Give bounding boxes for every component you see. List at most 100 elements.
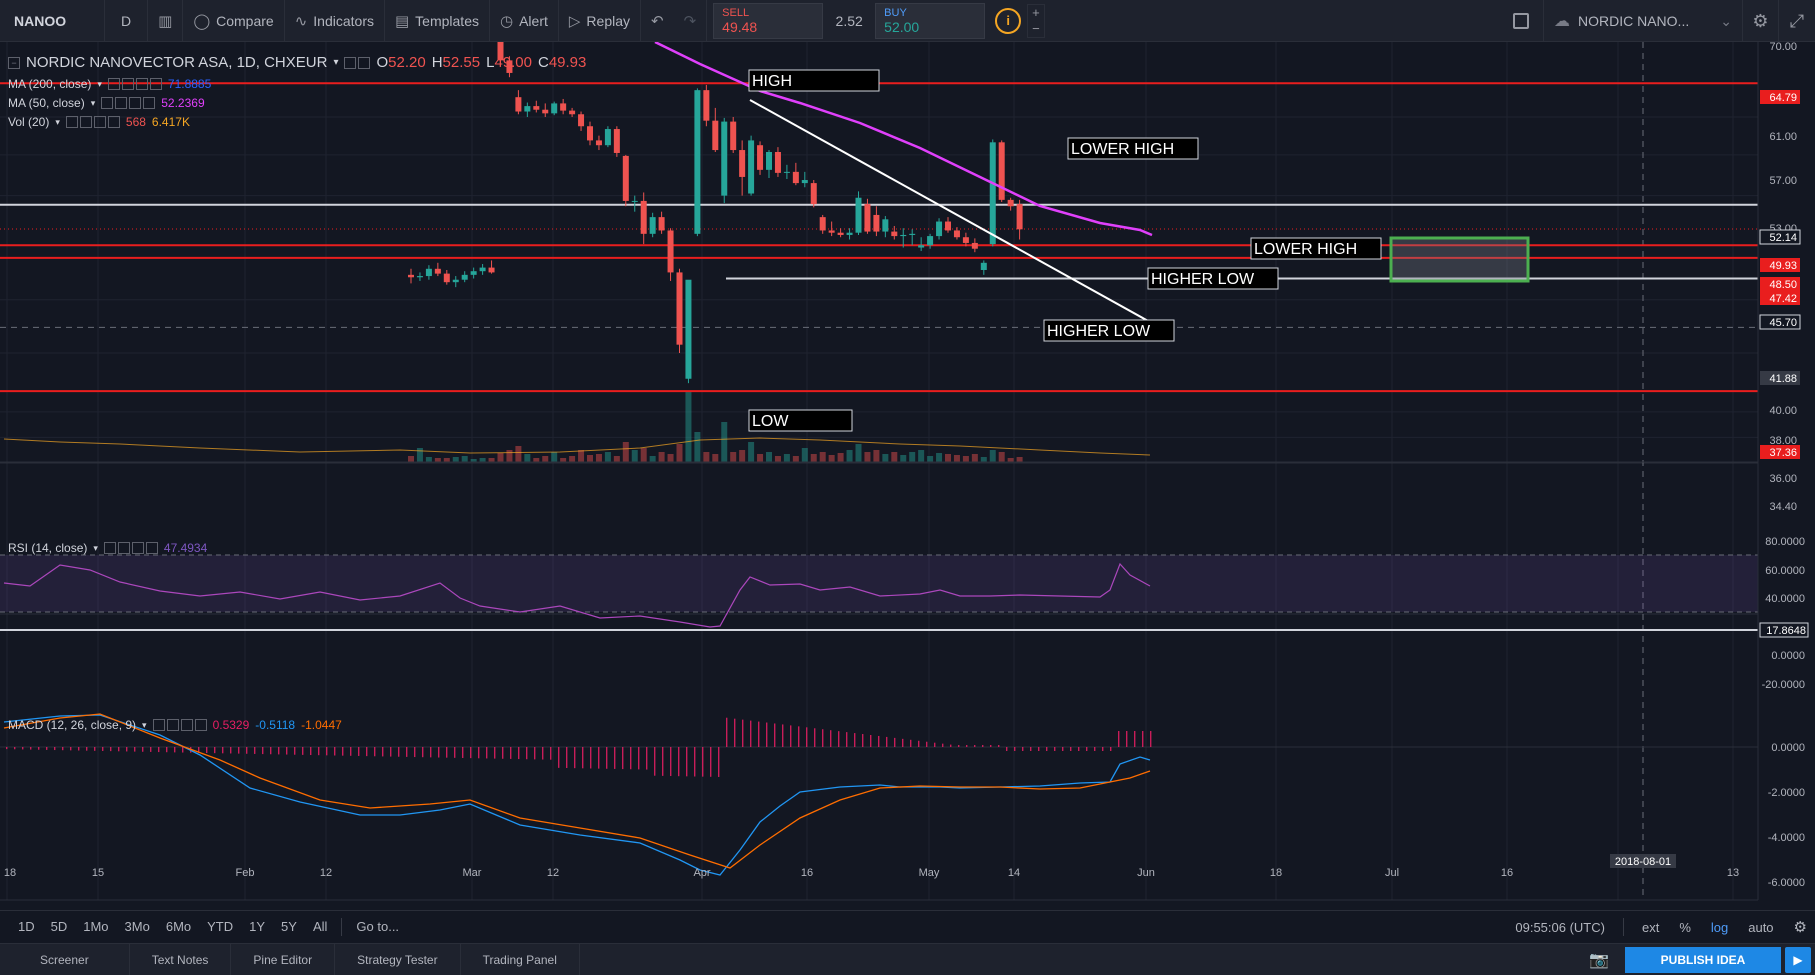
alarm-clock-icon: ◷ xyxy=(499,12,514,30)
ma200-legend[interactable]: MA (200, close) ▾ 71.8885 xyxy=(8,77,212,91)
watchlist-selector[interactable]: ☁ NORDIC NANO... ⌄ xyxy=(1543,0,1743,42)
gear-icon[interactable]: ⚙ xyxy=(1793,919,1807,936)
rsi-legend[interactable]: RSI (14, close) ▾ 47.4934 xyxy=(8,541,208,555)
price-axis[interactable]: 70.0061.0057.0053.0044.0040.0038.0036.00… xyxy=(1757,41,1815,912)
macd-histogram-bar xyxy=(254,747,256,754)
candle-body xyxy=(748,140,755,194)
tab-pine-editor[interactable]: Pine Editor xyxy=(231,943,336,975)
macd-histogram-bar xyxy=(334,747,336,756)
volume-bar xyxy=(497,453,504,462)
range-3mo[interactable]: 3Mo xyxy=(124,919,150,934)
percent-toggle[interactable]: % xyxy=(1679,919,1691,935)
volume-bar xyxy=(488,458,495,462)
compare-label: Compare xyxy=(216,12,274,29)
indicators-label: Indicators xyxy=(313,12,374,29)
utc-clock[interactable]: 09:55:06 (UTC) xyxy=(1515,919,1605,935)
play-icon[interactable]: ▶ xyxy=(1785,947,1811,973)
redo-button[interactable]: ↷ xyxy=(674,0,708,42)
layout-icon[interactable] xyxy=(1513,13,1529,29)
macd-histogram-bar xyxy=(62,747,64,751)
candle-body xyxy=(882,219,889,232)
collapse-icon[interactable]: − xyxy=(8,56,20,69)
gear-icon[interactable]: ⚙ xyxy=(1743,0,1779,42)
cloud-icon: ☁ xyxy=(1554,13,1570,30)
camera-icon[interactable]: 📷 xyxy=(1589,952,1609,969)
range-5d[interactable]: 5D xyxy=(50,919,68,934)
macd-histogram-bar xyxy=(886,736,888,747)
time-axis[interactable]: 18 15 Feb 12 Mar 12 Apr 16 May 14 Jun 18 Jul 16 13 2018… xyxy=(0,854,1758,901)
chart-type-button[interactable]: ▥ xyxy=(148,0,184,42)
volume-bar xyxy=(712,454,719,462)
volume-bar xyxy=(694,432,701,462)
info-icon[interactable]: i xyxy=(995,7,1022,34)
annotations[interactable]: HIGH LOWER HIGH LOWER HIGH HIGHER LOW HIGHER… xyxy=(748,69,1382,432)
candle-body xyxy=(936,221,943,237)
range-5y[interactable]: 5Y xyxy=(281,919,297,934)
ma50-legend[interactable]: MA (50, close) ▾ 52.2369 xyxy=(8,96,205,110)
chart-canvas[interactable]: 70.0061.0057.0053.0044.0040.0038.0036.00… xyxy=(0,21,1815,912)
compare-button[interactable]: ◯ Compare xyxy=(183,0,285,42)
range-1d[interactable]: 1D xyxy=(18,919,35,934)
macd-histogram-bar xyxy=(382,747,384,757)
macd-histogram-bar xyxy=(214,747,216,754)
candle-body xyxy=(461,274,468,280)
legend-controls[interactable] xyxy=(103,542,158,554)
volume-bar xyxy=(408,456,414,462)
chevron-down-icon[interactable]: ▾ xyxy=(333,57,339,68)
quantity-stepper[interactable]: + − xyxy=(1027,3,1045,38)
macd-histogram-bar xyxy=(1022,747,1024,751)
price-tag xyxy=(1760,258,1800,272)
macd-legend[interactable]: MACD (12, 26, close, 9) ▾ 0.5329 -0.5118 … xyxy=(8,718,342,732)
alert-button[interactable]: ◷ Alert xyxy=(490,0,559,42)
symbol-title[interactable]: NORDIC NANOVECTOR ASA, 1D, CHXEUR xyxy=(26,54,328,71)
rsi-line xyxy=(3,562,1151,628)
macd-histogram-bar xyxy=(462,747,464,758)
tab-strategy-tester[interactable]: Strategy Tester xyxy=(335,943,461,975)
fullscreen-icon[interactable]: ⤢ xyxy=(1789,10,1805,31)
range-1y[interactable]: 1Y xyxy=(249,919,266,934)
tab-trading-panel[interactable]: Trading Panel xyxy=(461,943,580,975)
trendline[interactable] xyxy=(749,99,1530,323)
legend-controls[interactable] xyxy=(65,116,120,128)
tab-text-notes[interactable]: Text Notes xyxy=(130,943,232,975)
ext-toggle[interactable]: ext xyxy=(1641,919,1660,935)
symbol-search-button[interactable]: NANOO xyxy=(0,0,105,42)
candle-body xyxy=(667,230,674,273)
legend-controls[interactable] xyxy=(107,78,162,90)
interval-button[interactable]: D xyxy=(105,0,149,42)
range-6mo[interactable]: 6Mo xyxy=(165,919,192,934)
volume-bar xyxy=(748,442,755,462)
range-all[interactable]: All xyxy=(312,919,328,934)
indicators-button[interactable]: ∿ Indicators xyxy=(285,0,385,42)
macd-histogram-bar xyxy=(70,747,72,751)
tab-screener[interactable]: Screener xyxy=(0,943,130,975)
candle-body xyxy=(649,217,656,234)
legend-controls[interactable] xyxy=(344,56,371,69)
macd-histogram-bar xyxy=(1030,747,1032,751)
legend-controls[interactable] xyxy=(101,97,156,109)
volume-bar xyxy=(506,450,513,462)
undo-button[interactable]: ↶ xyxy=(641,0,674,42)
buy-button[interactable]: BUY 52.00 xyxy=(875,2,986,39)
legend-controls[interactable] xyxy=(152,719,207,731)
range-1mo[interactable]: 1Mo xyxy=(83,919,109,934)
candle-body xyxy=(846,232,853,235)
macd-histogram-bar xyxy=(862,734,864,747)
publish-idea-button[interactable]: PUBLISH IDEA xyxy=(1625,947,1781,973)
chart-area[interactable]: 70.0061.0057.0053.0044.0040.0038.0036.00… xyxy=(0,21,1815,912)
auto-toggle[interactable]: auto xyxy=(1748,919,1774,935)
time-tick: Mar xyxy=(463,867,482,879)
replay-button[interactable]: ▷ Replay xyxy=(559,0,642,42)
goto-button[interactable]: Go to... xyxy=(356,919,400,934)
macd-histogram-bar xyxy=(590,747,592,769)
plus-icon[interactable]: + xyxy=(1032,4,1040,20)
macd-histogram-bar xyxy=(750,720,752,747)
range-ytd[interactable]: YTD xyxy=(207,919,234,934)
minus-icon[interactable]: − xyxy=(1032,20,1040,36)
log-toggle[interactable]: log xyxy=(1710,919,1729,935)
volume-bar xyxy=(443,458,450,462)
sell-button[interactable]: SELL 49.48 xyxy=(713,2,824,39)
volume-bar xyxy=(658,452,665,462)
templates-button[interactable]: ▤ Templates xyxy=(385,0,490,42)
volume-legend[interactable]: Vol (20) ▾ 568 6.417K xyxy=(8,115,190,129)
